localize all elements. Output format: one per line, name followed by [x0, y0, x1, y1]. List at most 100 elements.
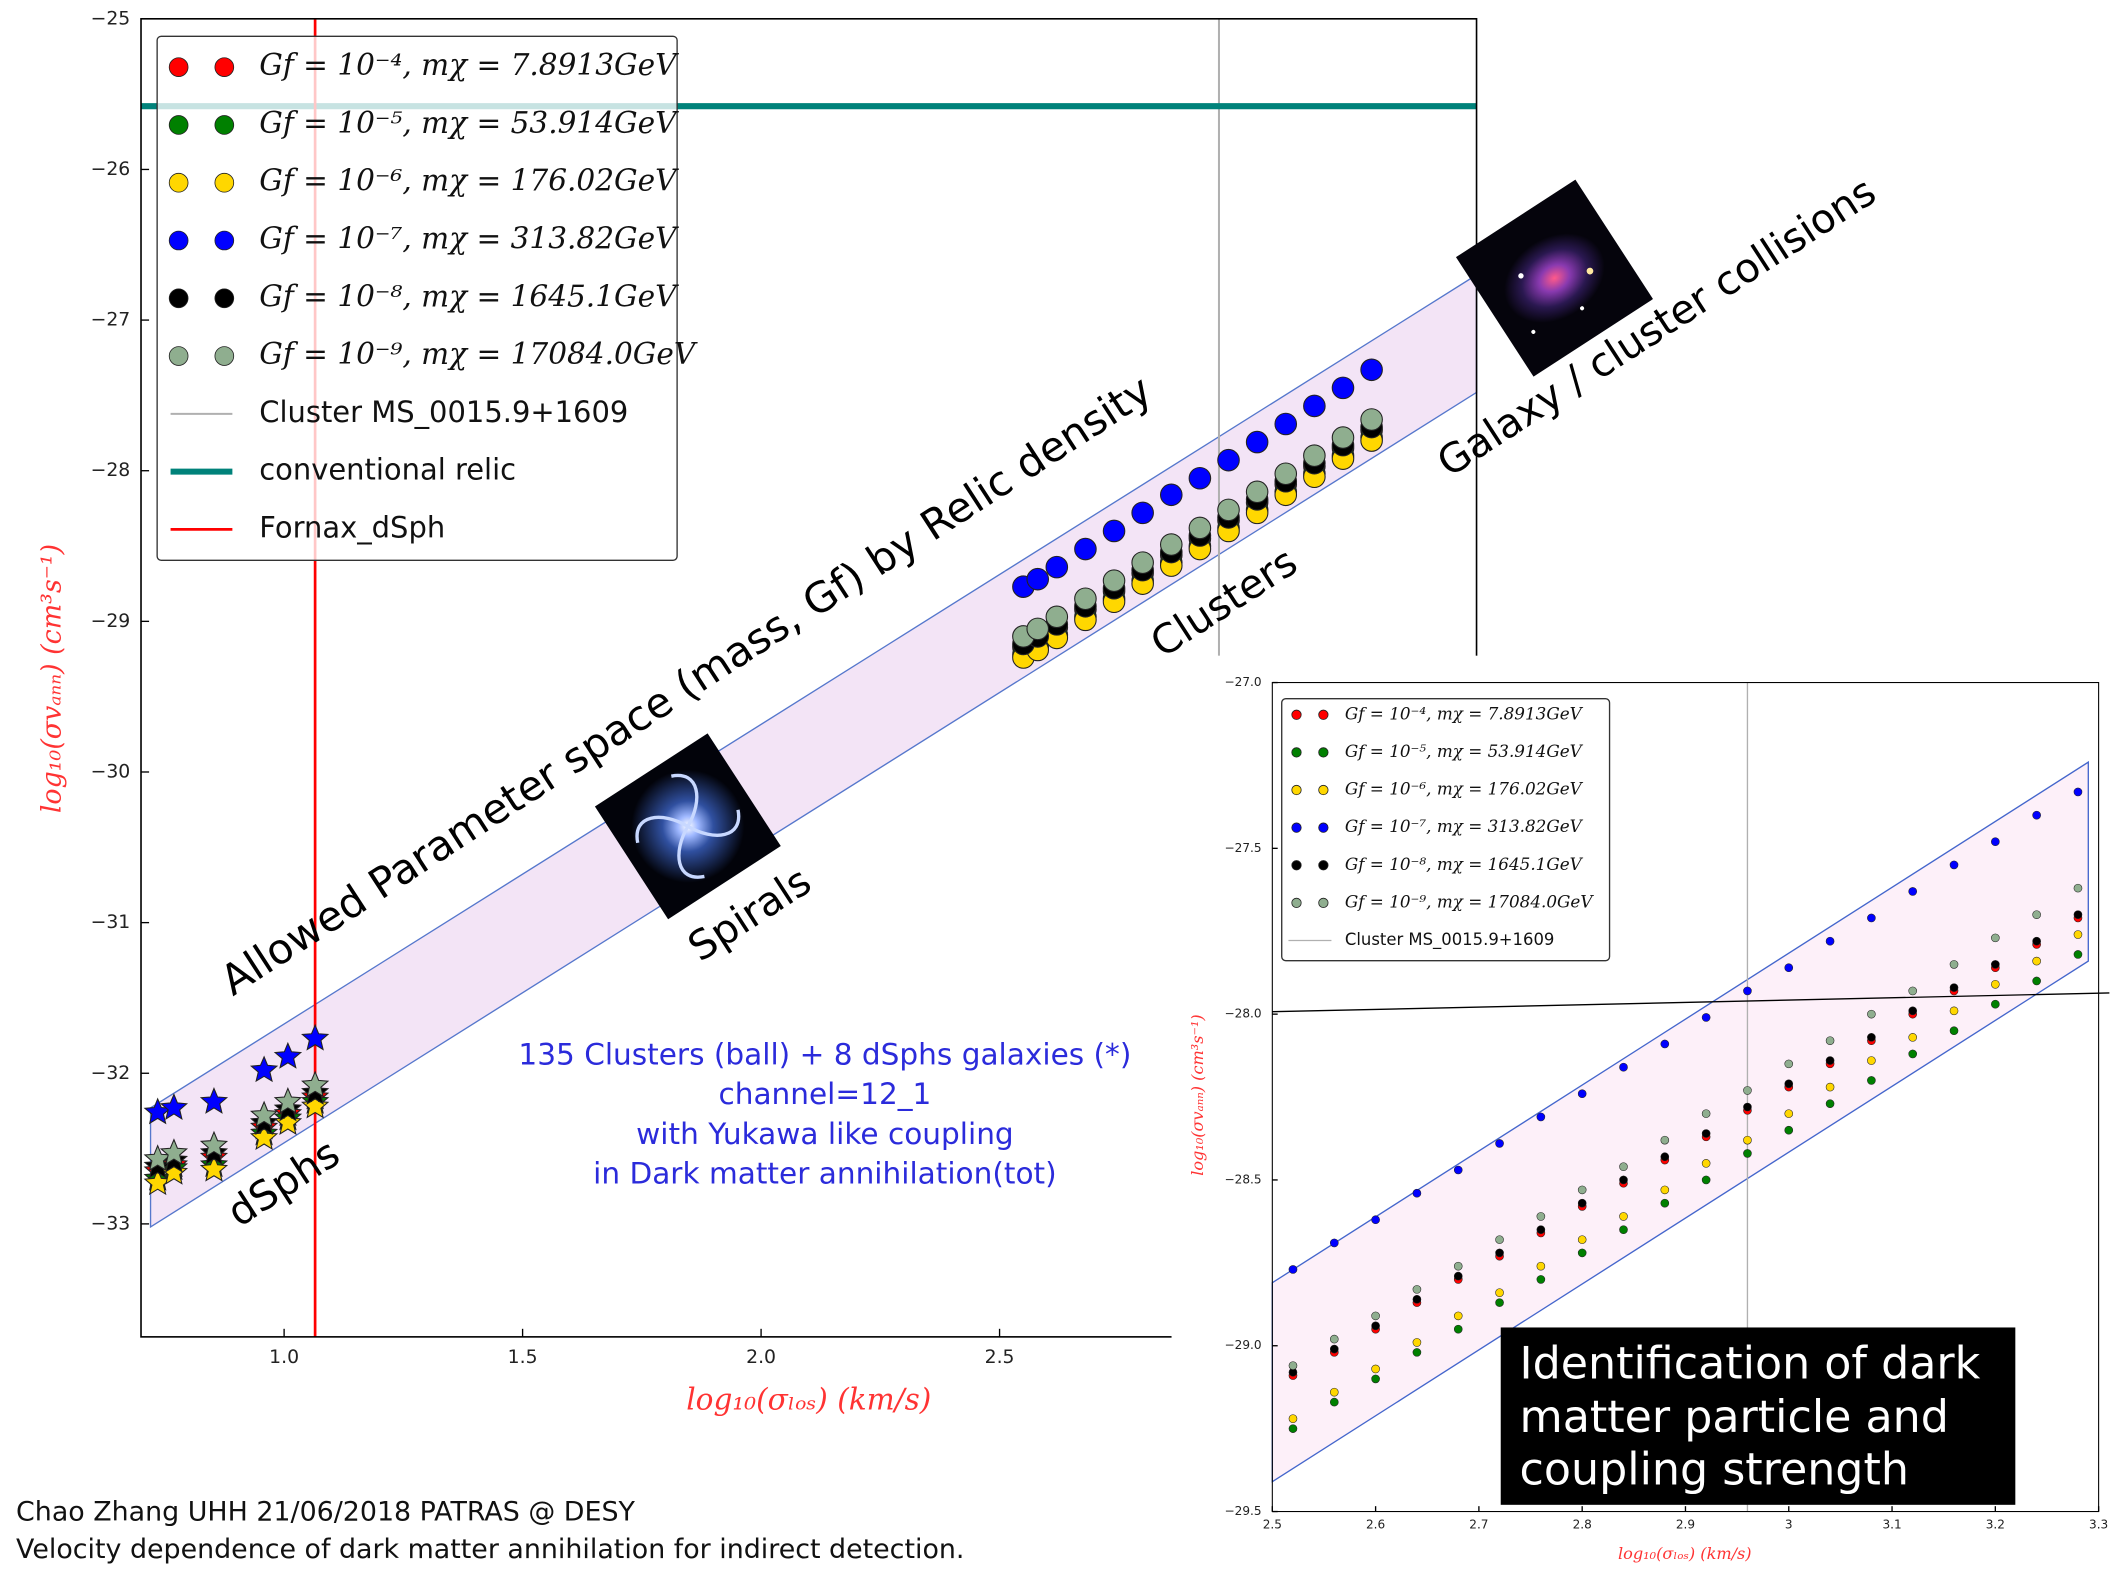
x-tick-label: 2.6	[1366, 1517, 1385, 1531]
data-point	[1246, 481, 1267, 502]
data-point	[1027, 568, 1048, 589]
data-point	[1826, 1100, 1834, 1108]
legend-marker	[1292, 823, 1301, 832]
data-point	[1909, 1050, 1917, 1058]
x-axis-label: log₁₀(σₗₒₛ) (km/s)	[1618, 1544, 1752, 1563]
data-point	[1289, 1362, 1297, 1370]
y-tick-label: −30	[91, 761, 131, 782]
legend-marker	[169, 289, 188, 308]
data-point	[1372, 1216, 1380, 1224]
data-point	[1075, 588, 1096, 609]
data-point	[2074, 931, 2082, 939]
data-point	[2033, 957, 2041, 965]
data-point	[1867, 1076, 1875, 1084]
data-point	[1743, 1086, 1751, 1094]
data-point	[1496, 1299, 1504, 1307]
legend-marker	[1292, 748, 1301, 757]
legend-marker	[1319, 710, 1328, 719]
data-point	[2074, 788, 2082, 796]
data-point	[1661, 1153, 1669, 1161]
data-point	[1330, 1398, 1338, 1406]
data-point	[1132, 502, 1153, 523]
x-tick-label: 3.2	[1986, 1517, 2005, 1531]
data-point	[1454, 1325, 1462, 1333]
x-tick-label: 3.1	[1882, 1517, 1901, 1531]
data-point	[1909, 1033, 1917, 1041]
data-point	[1537, 1113, 1545, 1121]
legend-marker	[169, 347, 188, 366]
y-tick-label: −31	[91, 912, 131, 933]
legend-label: Gf = 10⁻⁷, mχ = 313.82GeV	[259, 222, 679, 256]
x-tick-label: 2.5	[985, 1347, 1015, 1368]
legend-label: Gf = 10⁻⁹, mχ = 17084.0GeV	[1345, 891, 1594, 911]
data-point	[1578, 1186, 1586, 1194]
legend-marker	[169, 58, 188, 77]
data-point	[1496, 1236, 1504, 1244]
x-tick-label: 2.0	[746, 1347, 776, 1368]
data-point	[1826, 1037, 1834, 1045]
data-point	[1103, 570, 1124, 591]
x-tick-label: 1.5	[508, 1347, 538, 1368]
data-point	[1619, 1226, 1627, 1234]
data-point	[1330, 1335, 1338, 1343]
data-point	[1046, 556, 1067, 577]
data-point	[1361, 409, 1382, 430]
legend-marker	[215, 347, 234, 366]
data-point	[1785, 964, 1793, 972]
legend-marker	[1319, 898, 1328, 907]
data-point	[1413, 1348, 1421, 1356]
y-tick-label: −28.5	[1225, 1172, 1262, 1186]
y-tick-label: −26	[91, 159, 131, 180]
data-point	[1330, 1345, 1338, 1353]
legend-marker	[215, 173, 234, 192]
legend-marker	[1292, 898, 1301, 907]
y-tick-label: −29	[91, 611, 131, 632]
y-tick-label: −27	[91, 310, 131, 331]
data-point	[1619, 1163, 1627, 1171]
data-point	[1330, 1239, 1338, 1247]
data-point	[1619, 1176, 1627, 1184]
data-point	[1661, 1199, 1669, 1207]
y-tick-label: −28	[91, 460, 131, 481]
data-point	[1304, 395, 1325, 416]
data-point	[1413, 1295, 1421, 1303]
note-text: 135 Clusters (ball) + 8 dSphs galaxies (…	[518, 1038, 1131, 1072]
data-point	[1496, 1249, 1504, 1257]
note-text: with Yukawa like coupling	[636, 1117, 1014, 1151]
data-point	[1330, 1388, 1338, 1396]
note-text: channel=12_1	[718, 1077, 931, 1111]
data-point	[1578, 1199, 1586, 1207]
data-point	[1496, 1139, 1504, 1147]
legend-label: Gf = 10⁻⁸, mχ = 1645.1GeV	[259, 279, 679, 313]
data-point	[1046, 606, 1067, 627]
data-point	[1189, 517, 1210, 538]
data-point	[1661, 1186, 1669, 1194]
x-axis-label: log₁₀(σₗₒₛ) (km/s)	[686, 1382, 931, 1416]
data-point	[2033, 811, 2041, 819]
data-point	[1743, 1149, 1751, 1157]
legend-label: Cluster MS_0015.9+1609	[259, 395, 628, 429]
data-point	[1103, 520, 1124, 541]
legend-label: Gf = 10⁻⁵, mχ = 53.914GeV	[259, 106, 679, 140]
footer-text: Velocity dependence of dark matter annih…	[16, 1534, 964, 1565]
data-point	[1950, 960, 1958, 968]
x-tick-label: 3.3	[2089, 1517, 2108, 1531]
data-point	[2033, 911, 2041, 919]
data-point	[1304, 445, 1325, 466]
legend-label: Fornax_dSph	[259, 510, 445, 544]
data-point	[2033, 977, 2041, 985]
y-tick-label: −28.0	[1225, 1007, 1262, 1021]
data-point	[1413, 1338, 1421, 1346]
data-point	[1372, 1322, 1380, 1330]
data-point	[1619, 1212, 1627, 1220]
data-point	[1454, 1312, 1462, 1320]
data-point	[1289, 1265, 1297, 1273]
legend-label: Cluster MS_0015.9+1609	[1345, 930, 1555, 950]
legend-label: Gf = 10⁻⁹, mχ = 17084.0GeV	[259, 337, 698, 371]
data-point	[1991, 1000, 1999, 1008]
data-point	[1743, 1103, 1751, 1111]
x-tick-label: 2.8	[1573, 1517, 1592, 1531]
callout-text: Identification of dark	[1520, 1338, 1981, 1389]
data-point	[1578, 1249, 1586, 1257]
callout-text: matter particle and	[1520, 1392, 1949, 1443]
